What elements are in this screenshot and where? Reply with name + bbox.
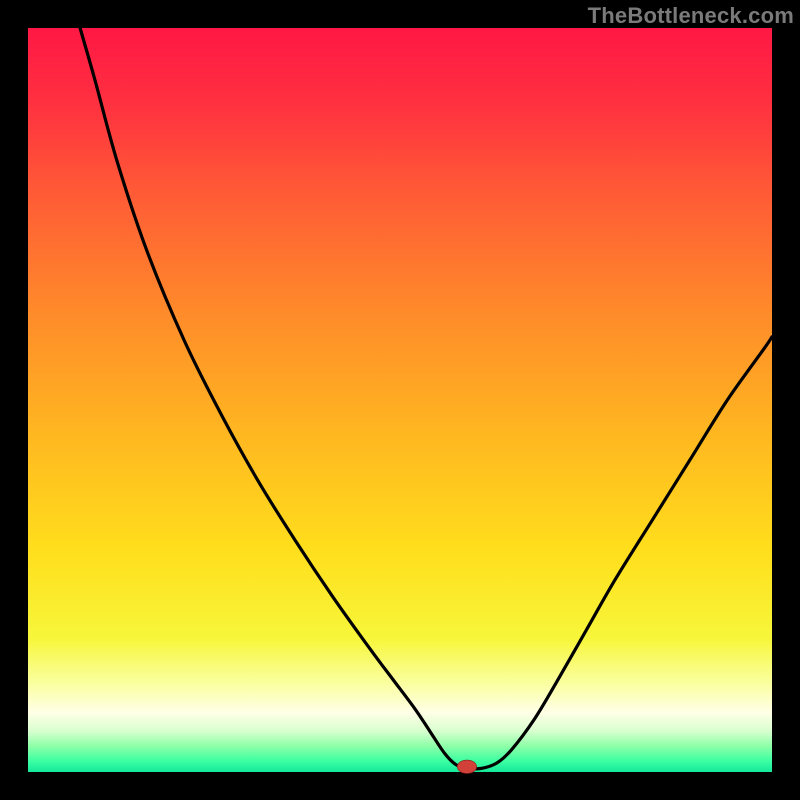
watermark-text: TheBottleneck.com <box>588 3 794 29</box>
optimal-point-marker <box>457 760 476 773</box>
plot-background <box>28 28 772 772</box>
bottleneck-chart <box>0 0 800 800</box>
